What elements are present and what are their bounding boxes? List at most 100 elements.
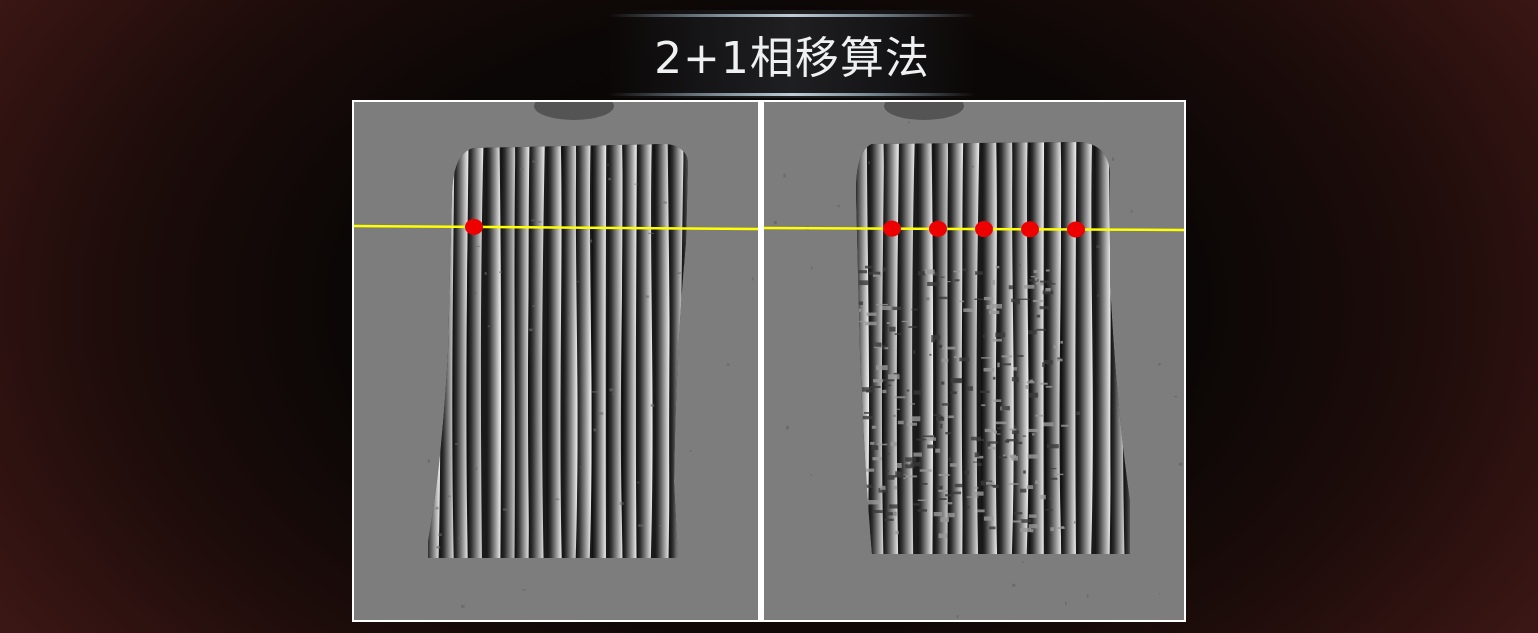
noise-speck [532,160,539,163]
noise-speck [881,305,891,311]
noise-speck [1023,284,1035,289]
noise-speck [634,183,639,185]
noise-speck [885,384,892,387]
noise-speck [951,491,962,495]
noise-speck [1045,385,1053,388]
fringe-stripe [528,144,546,558]
noise-speck [862,415,874,420]
noise-speck [886,453,890,455]
fringe-stripe [1075,142,1093,554]
noise-speck [974,455,984,459]
noise-speck [885,470,889,472]
noise-speck [886,475,895,480]
noise-speck [1032,433,1035,436]
noise-speck [487,325,490,328]
noise-speck [1007,483,1019,485]
noise-speck [917,271,926,276]
noise-speck [964,470,969,475]
background-speck [783,173,786,178]
fringe-stripe [997,142,1014,554]
noise-speck [973,486,979,489]
noise-speck [882,389,887,394]
background-speck [607,163,609,166]
bottle-cap-shadow [534,102,614,120]
noise-speck [1045,509,1053,511]
noise-speck [872,457,882,461]
noise-speck [941,347,946,349]
noise-speck [999,456,1008,459]
noise-speck [889,326,896,332]
noise-speck [1043,360,1053,365]
noise-speck [474,245,480,248]
bottle-cap-shadow [884,102,964,120]
noise-speck [882,267,887,272]
noise-speck [940,517,949,523]
noise-speck [676,272,681,275]
background-speck [575,280,580,283]
noise-speck [659,524,662,527]
noise-speck [866,312,877,316]
noise-speck [944,494,954,497]
noise-speck [519,168,524,171]
noise-speck [886,322,890,324]
noise-speck [989,310,1000,315]
noise-speck [970,436,982,441]
noise-speck [963,308,974,312]
noise-speck [1009,428,1017,431]
noise-speck [1008,285,1014,290]
noise-speck [1019,488,1027,493]
noise-speck [913,452,922,457]
noise-speck [1013,367,1017,371]
noise-speck [932,271,939,277]
fringe-stripe [1044,142,1063,554]
phase-marker [883,220,901,237]
noise-speck [995,332,1006,338]
phase-marker [1067,221,1085,238]
fringe-stripe [428,144,441,558]
fringe-stripe [668,144,685,558]
noise-speck [1060,340,1063,344]
noise-speck [933,414,941,416]
noise-speck [457,537,463,539]
noise-speck [1004,440,1010,443]
background-speck [1096,245,1100,248]
noise-speck [924,437,937,441]
noise-speck [1040,280,1052,283]
noise-speck [882,345,886,350]
noise-speck [937,485,943,490]
background-speck [522,589,526,591]
noise-speck [1045,287,1051,292]
noise-speck [893,485,898,490]
noise-speck [1014,377,1019,383]
noise-speck [435,506,439,510]
noise-speck [1050,527,1054,532]
noise-speck [947,281,951,283]
noise-speck [907,422,918,426]
background-speck [461,605,465,608]
noise-speck [954,279,960,282]
noise-speck [894,396,906,399]
background-speck [1022,561,1024,563]
noise-speck [1043,422,1054,427]
noise-speck [1029,392,1039,398]
noise-speck [921,435,934,438]
noise-speck [931,339,936,343]
noise-speck [528,328,533,332]
fringe-stripe [561,144,578,558]
noise-speck [981,404,986,407]
noise-speck [895,471,901,477]
noise-speck [931,335,941,340]
noise-speck [1013,512,1023,515]
noise-speck [936,498,947,501]
noise-speck [941,403,950,406]
noise-speck [879,485,886,490]
noise-speck [980,390,990,394]
background-speck [472,292,477,295]
title-bottom-rule [608,93,976,96]
noise-speck [983,296,994,301]
noise-speck [1011,430,1019,435]
noise-speck [1015,441,1023,445]
noise-speck [895,530,899,535]
background-speck [1159,593,1161,595]
noise-speck [910,462,923,467]
